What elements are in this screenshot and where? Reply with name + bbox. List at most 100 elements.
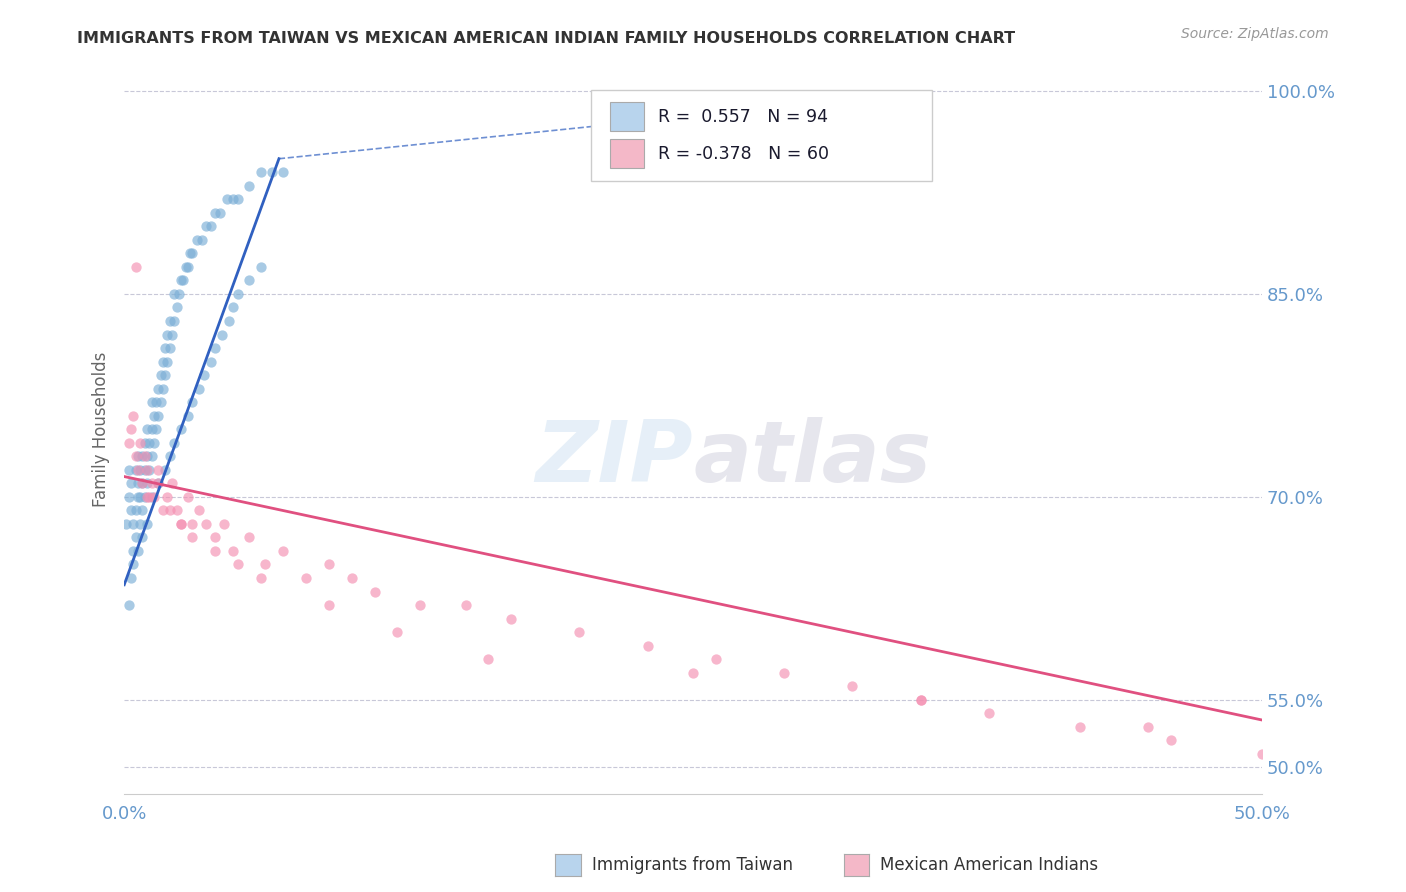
Point xyxy=(249,571,271,585)
Point xyxy=(318,558,340,572)
Point xyxy=(159,503,181,517)
Point xyxy=(249,165,271,179)
Point xyxy=(152,382,174,396)
Point xyxy=(136,463,159,477)
Point xyxy=(160,476,183,491)
Point xyxy=(129,435,152,450)
Point xyxy=(170,273,193,287)
Point xyxy=(273,165,295,179)
Point xyxy=(200,219,222,234)
Point xyxy=(138,490,160,504)
Point xyxy=(295,571,318,585)
Point xyxy=(163,287,186,301)
Point xyxy=(118,435,141,450)
Point xyxy=(204,206,226,220)
Point xyxy=(148,476,170,491)
Point xyxy=(148,382,170,396)
Point xyxy=(637,639,659,653)
Point xyxy=(118,490,141,504)
Point xyxy=(186,233,208,247)
Point xyxy=(122,544,145,558)
Point xyxy=(568,625,591,640)
Point xyxy=(166,503,188,517)
Point xyxy=(977,706,1000,721)
Point xyxy=(122,558,145,572)
Point xyxy=(136,476,159,491)
Point xyxy=(181,516,204,531)
Point xyxy=(136,516,159,531)
Point xyxy=(166,301,188,315)
Point xyxy=(122,409,145,423)
Point xyxy=(127,544,149,558)
Point xyxy=(127,490,149,504)
Text: ZIP: ZIP xyxy=(536,417,693,500)
Point xyxy=(177,490,200,504)
Point xyxy=(142,435,165,450)
Point xyxy=(238,530,260,544)
Point xyxy=(122,516,145,531)
Point xyxy=(262,165,284,179)
Point xyxy=(129,516,152,531)
Point xyxy=(238,178,260,193)
Point xyxy=(238,273,260,287)
Point xyxy=(115,516,138,531)
Point xyxy=(124,463,146,477)
Text: Mexican American Indians: Mexican American Indians xyxy=(880,855,1098,874)
Point xyxy=(134,490,156,504)
Text: Source: ZipAtlas.com: Source: ZipAtlas.com xyxy=(1181,27,1329,41)
Point xyxy=(208,206,231,220)
Point xyxy=(124,503,146,517)
Point xyxy=(156,327,179,342)
Point xyxy=(136,490,159,504)
Point xyxy=(249,260,271,274)
Point xyxy=(170,516,193,531)
Point xyxy=(910,692,932,706)
Point xyxy=(218,314,240,328)
Point xyxy=(136,450,159,464)
Point xyxy=(222,544,245,558)
Point xyxy=(190,233,212,247)
Point xyxy=(124,530,146,544)
Point xyxy=(145,422,167,436)
Point xyxy=(142,409,165,423)
Point xyxy=(141,490,163,504)
Point xyxy=(1251,747,1274,761)
Point xyxy=(454,598,477,612)
Point xyxy=(148,463,170,477)
Point xyxy=(131,450,153,464)
Point xyxy=(841,679,863,693)
Point xyxy=(145,395,167,409)
Point xyxy=(134,463,156,477)
Point xyxy=(120,422,142,436)
Point xyxy=(1069,720,1091,734)
Point xyxy=(172,273,194,287)
Point xyxy=(153,463,176,477)
Bar xyxy=(610,103,644,131)
Point xyxy=(131,476,153,491)
Point xyxy=(131,503,153,517)
Point xyxy=(188,503,211,517)
Point xyxy=(138,463,160,477)
Point xyxy=(773,665,796,680)
Point xyxy=(159,450,181,464)
Point xyxy=(159,314,181,328)
Point xyxy=(134,450,156,464)
Point xyxy=(226,192,249,206)
FancyBboxPatch shape xyxy=(591,89,932,181)
Point xyxy=(118,598,141,612)
Point xyxy=(149,368,172,383)
Point xyxy=(387,625,409,640)
Point xyxy=(118,463,141,477)
Point xyxy=(148,476,170,491)
Point xyxy=(1137,720,1160,734)
Point xyxy=(195,219,218,234)
Point xyxy=(120,571,142,585)
Point xyxy=(153,341,176,355)
Point xyxy=(142,490,165,504)
Point xyxy=(409,598,432,612)
Point xyxy=(127,476,149,491)
Text: R = -0.378   N = 60: R = -0.378 N = 60 xyxy=(658,145,828,162)
Point xyxy=(204,341,226,355)
Point xyxy=(477,652,499,666)
Point xyxy=(120,476,142,491)
